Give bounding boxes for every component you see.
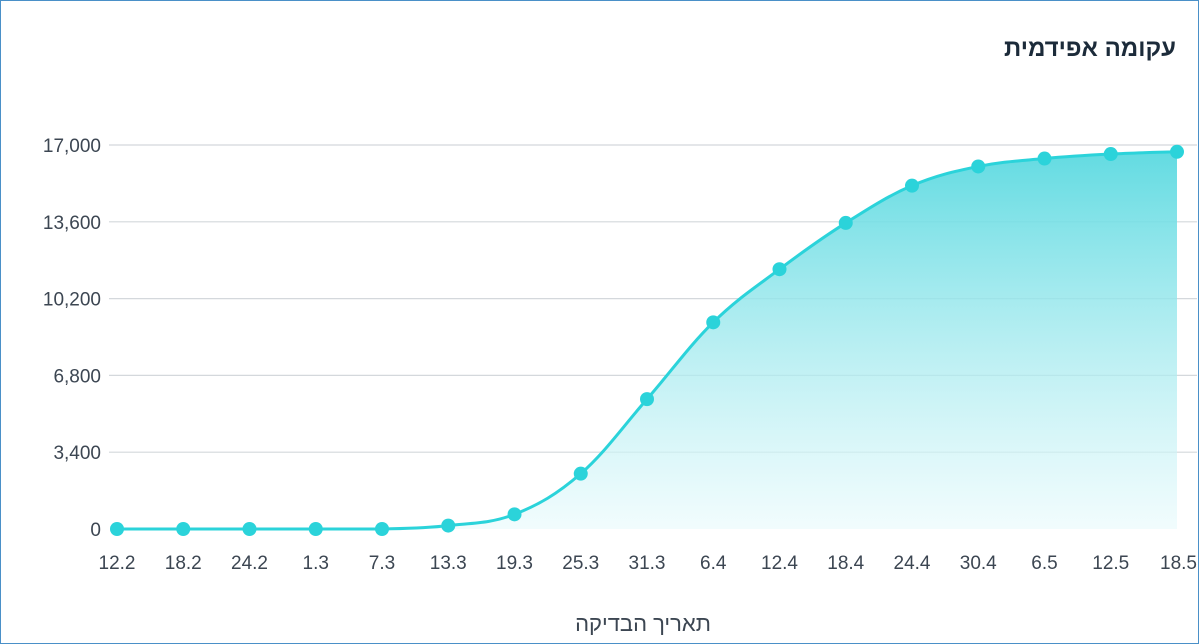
data-points — [110, 144, 1184, 536]
data-point[interactable] — [1037, 151, 1052, 166]
x-tick-label: 25.3 — [562, 553, 599, 574]
data-point[interactable] — [308, 522, 323, 536]
data-point[interactable] — [905, 178, 919, 193]
x-tick-label: 31.3 — [629, 553, 666, 574]
data-point[interactable] — [706, 315, 721, 330]
x-tick-label: 12.4 — [761, 553, 798, 574]
data-point[interactable] — [110, 522, 124, 536]
data-point[interactable] — [573, 466, 588, 481]
data-point[interactable] — [640, 392, 654, 407]
x-tick-label: 18.5 — [1160, 553, 1197, 574]
y-tick-label: 6,800 — [53, 366, 101, 387]
x-tick-label: 30.4 — [960, 553, 997, 574]
x-tick-label: 18.2 — [165, 553, 202, 574]
x-tick-label: 1.3 — [303, 553, 329, 574]
data-point[interactable] — [242, 522, 257, 536]
data-point[interactable] — [441, 518, 456, 533]
y-tick-label: 17,000 — [43, 136, 101, 157]
data-point[interactable] — [772, 262, 787, 277]
chart-title: עקומה אפידמית — [1003, 35, 1176, 62]
data-point[interactable] — [176, 522, 191, 536]
x-tick-label: 18.4 — [827, 553, 864, 574]
x-tick-label: 24.4 — [894, 553, 931, 574]
x-axis-label: תאריך הבדיקה — [575, 611, 711, 636]
data-point[interactable] — [375, 522, 389, 536]
y-tick-label: 13,600 — [43, 213, 101, 234]
data-point[interactable] — [971, 159, 986, 174]
x-tick-label: 13.3 — [430, 553, 467, 574]
data-point[interactable] — [507, 507, 522, 522]
area-fill-layer — [117, 151, 1177, 529]
x-tick-label: 12.5 — [1092, 553, 1129, 574]
data-point[interactable] — [1103, 147, 1118, 162]
y-tick-label: 10,200 — [43, 290, 101, 311]
y-axis-ticks: 0 3,400 6,800 10,200 13,600 17,000 — [43, 136, 101, 541]
y-tick-label: 0 — [90, 520, 101, 541]
x-tick-label: 19.3 — [496, 553, 533, 574]
data-point[interactable] — [1170, 144, 1184, 159]
data-point[interactable] — [838, 215, 853, 230]
series-area — [117, 151, 1177, 529]
x-axis-ticks: 12.2 18.2 24.2 1.3 7.3 13.3 19.3 25.3 31.3 6.4 12.… — [99, 553, 1197, 574]
x-tick-label: 6.4 — [700, 553, 727, 574]
x-tick-label: 12.2 — [99, 553, 136, 574]
y-tick-label: 3,400 — [53, 443, 101, 464]
x-tick-label: 7.3 — [369, 553, 395, 574]
x-tick-label: 6.5 — [1031, 553, 1057, 574]
x-tick-label: 24.2 — [231, 553, 268, 574]
